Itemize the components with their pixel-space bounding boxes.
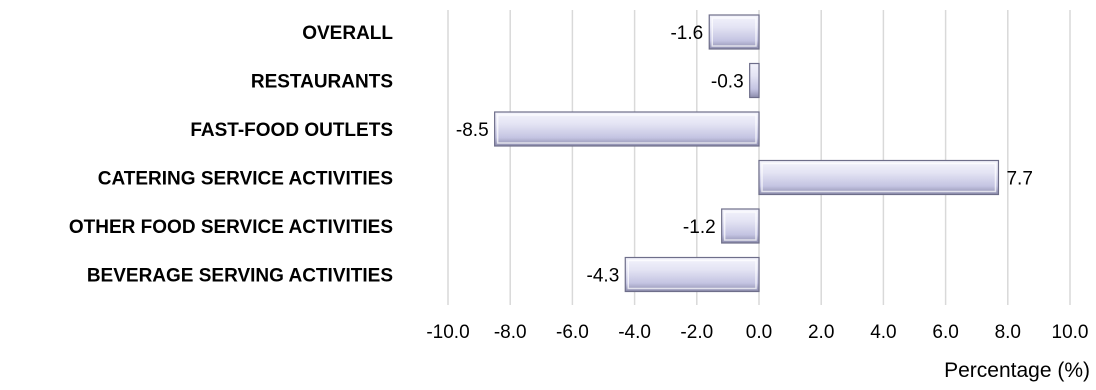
data-label: -4.3 — [587, 266, 620, 287]
bar — [708, 14, 760, 50]
x-tick-label: 8.0 — [995, 322, 1021, 343]
bars-layer — [494, 14, 1000, 293]
bar — [624, 256, 760, 293]
category-label: OTHER FOOD SERVICE ACTIVITIES — [69, 217, 393, 238]
bar — [494, 111, 760, 147]
x-tick-label: 2.0 — [808, 322, 834, 343]
data-label: -8.5 — [456, 120, 489, 141]
x-axis-title: Percentage (%) — [944, 359, 1090, 382]
x-axis-tick-labels: -10.0 -8.0 -6.0 -4.0 -2.0 0.0 2.0 4.0 6.0 8.0 10.0 — [426, 322, 1088, 343]
data-label: -0.3 — [711, 72, 744, 93]
data-label: -1.6 — [670, 23, 703, 44]
bar — [758, 159, 1000, 196]
data-label: -1.2 — [683, 217, 716, 238]
category-label: FAST-FOOD OUTLETS — [190, 120, 393, 141]
x-tick-label: -6.0 — [556, 322, 589, 343]
category-label: OVERALL — [302, 23, 393, 44]
grid-layer — [447, 10, 1071, 305]
data-labels: -1.6 -0.3 -8.5 7.7 -1.2 -4.3 — [456, 23, 1033, 287]
category-label: CATERING SERVICE ACTIVITIES — [98, 169, 393, 190]
category-label: RESTAURANTS — [251, 72, 393, 93]
x-tick-label: -8.0 — [494, 322, 527, 343]
bar — [721, 208, 760, 244]
x-tick-label: 4.0 — [870, 322, 896, 343]
category-labels: OVERALL RESTAURANTS FAST-FOOD OUTLETS CATER… — [69, 23, 394, 287]
x-tick-label: -10.0 — [426, 322, 469, 343]
x-tick-label: 0.0 — [746, 322, 772, 343]
bar — [749, 62, 760, 99]
x-tick-label: 10.0 — [1052, 322, 1089, 343]
x-tick-label: -2.0 — [680, 322, 713, 343]
x-tick-label: -4.0 — [618, 322, 651, 343]
x-tick-label: 6.0 — [932, 322, 958, 343]
category-label: BEVERAGE SERVING ACTIVITIES — [87, 266, 393, 287]
data-label: 7.7 — [1006, 169, 1032, 190]
